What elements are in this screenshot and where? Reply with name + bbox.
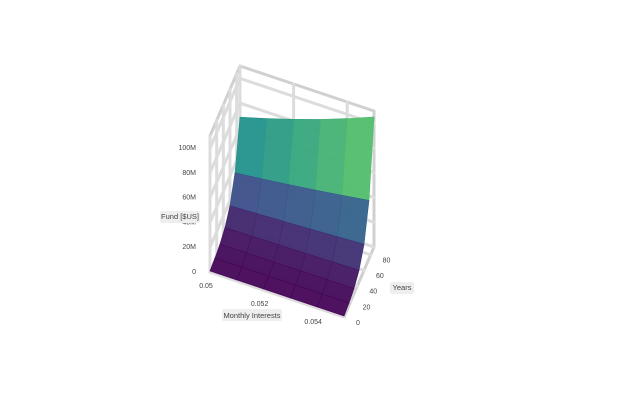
layer [209, 116, 375, 317]
axis-box-edge [342, 245, 376, 319]
surface-patch [341, 116, 375, 201]
surface-patch [261, 118, 294, 185]
surface-patch [283, 184, 316, 230]
y-axis-title: Years [393, 283, 412, 292]
z-tick-label: 60M [182, 195, 196, 202]
z-tick-label: 20M [182, 244, 196, 251]
x-title-bg [222, 309, 282, 321]
surface-patch [288, 119, 321, 191]
grid-line [208, 76, 242, 150]
x-axis-title: Monthly Interests [223, 311, 280, 320]
surface-patch [234, 116, 268, 180]
surface-patch [316, 293, 350, 317]
grid-line [208, 101, 242, 175]
z-tick-label: 80M [182, 170, 196, 177]
y-tick-label: 40 [369, 289, 377, 296]
y-tick-label: 60 [376, 273, 384, 280]
z-tick-label: 0 [192, 269, 196, 276]
surface-patch [310, 189, 343, 238]
x-tick-label: 0.05 [199, 283, 213, 290]
y-tick-label: 80 [383, 258, 391, 265]
grid-line [238, 76, 376, 125]
surface-patch [315, 118, 348, 196]
y-tick-label: 20 [363, 304, 371, 311]
z-axis-title: Fund [$US] [161, 212, 199, 221]
axis-box-edge [238, 64, 376, 113]
y-title-bg [390, 282, 414, 294]
grid-line [208, 126, 242, 200]
grid-line [208, 270, 346, 319]
grid-line [208, 151, 242, 225]
axis-box-edge [208, 64, 242, 138]
z-title-bg [160, 211, 200, 223]
surface-patch [336, 195, 370, 245]
x-tick-label: 0.054 [304, 319, 322, 326]
x-tick-label: 0.052 [251, 301, 269, 308]
y-tick-label: 0 [356, 320, 360, 327]
z-tick-label: 100M [178, 145, 196, 152]
